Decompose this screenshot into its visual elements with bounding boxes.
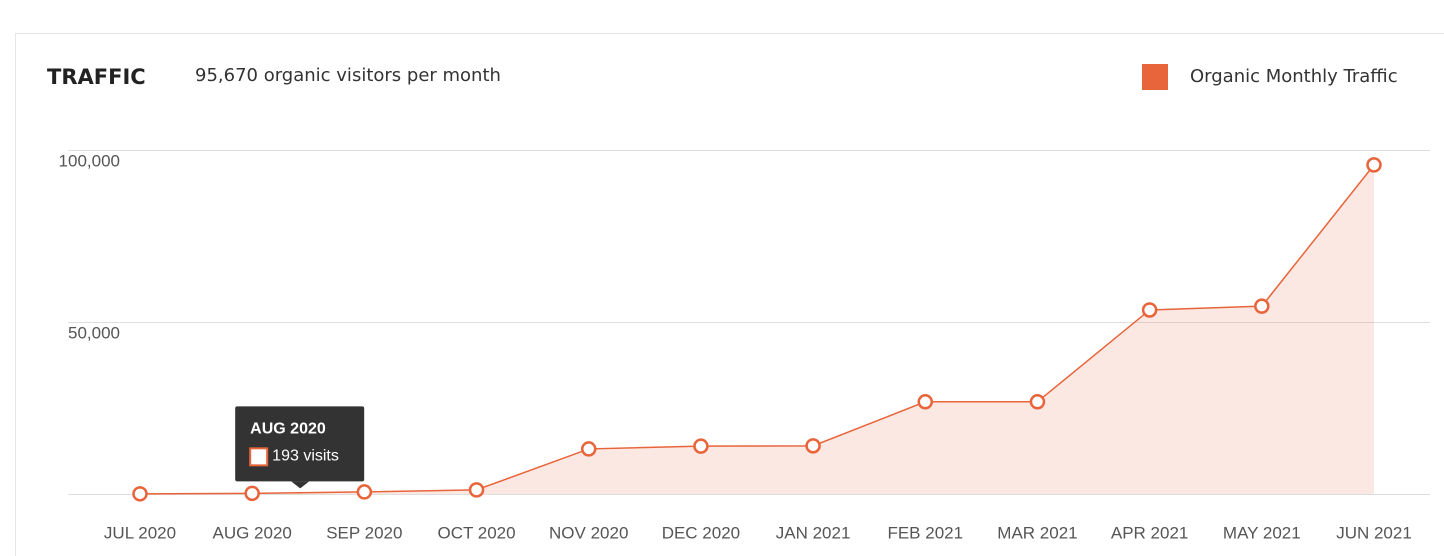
- point: [1254, 298, 1270, 314]
- point: [356, 484, 373, 500]
- tooltip: AUG 2020 193 visits: [235, 406, 365, 489]
- y-tick-label: 50,000: [68, 323, 120, 342]
- x-tick-label: AUG 2020: [212, 523, 291, 542]
- x-tick-label: APR 2021: [1111, 523, 1189, 542]
- legend-label: Organic Monthly Traffic: [1190, 66, 1398, 87]
- point: [468, 482, 485, 498]
- point: [917, 394, 934, 410]
- tooltip-arrow: [291, 481, 310, 489]
- tooltip-value: 193 visits: [272, 448, 339, 465]
- x-tick-label: DEC 2020: [662, 523, 740, 542]
- point: [244, 485, 260, 502]
- point: [693, 438, 709, 454]
- tooltip-box: [235, 406, 365, 482]
- legend-swatch: [1142, 64, 1168, 90]
- x-tick-label: OCT 2020: [437, 523, 515, 542]
- tooltip-swatch: [249, 447, 269, 467]
- x-tick-label: SEP 2020: [326, 523, 402, 542]
- point: [132, 486, 148, 502]
- x-tick-label: FEB 2021: [887, 523, 963, 542]
- chart-title: TRAFFIC: [47, 65, 146, 89]
- chart-subtitle: 95,670 organic visitors per month: [195, 65, 501, 86]
- y-tick-label: 100,000: [59, 151, 120, 170]
- area: [140, 164, 1374, 494]
- x-tick-label: JUL 2020: [104, 523, 176, 542]
- point: [1029, 394, 1046, 410]
- point: [580, 441, 597, 457]
- x-tick-label: JUN 2021: [1336, 523, 1412, 542]
- tooltip-title: AUG 2020: [250, 421, 326, 438]
- x-tick-label: JAN 2021: [776, 523, 851, 542]
- x-tick-label: MAR 2021: [997, 523, 1077, 542]
- x-tick-label: MAY 2021: [1223, 523, 1301, 542]
- point: [1366, 157, 1382, 173]
- point: [805, 438, 821, 454]
- line: [139, 164, 1375, 495]
- x-tick-label: NOV 2020: [549, 523, 628, 542]
- point: [1141, 302, 1158, 318]
